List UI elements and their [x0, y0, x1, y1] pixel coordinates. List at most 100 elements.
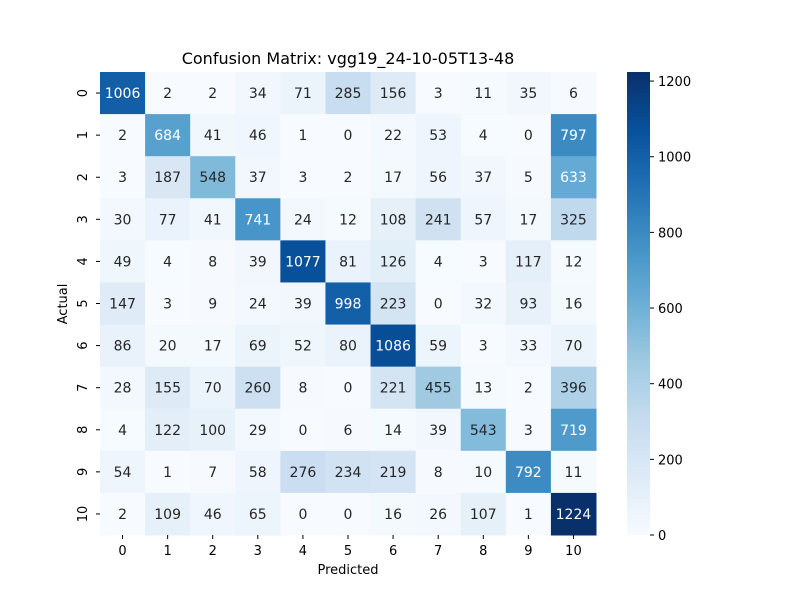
heatmap-cell [370, 408, 417, 452]
cell-value-label: 1077 [285, 254, 321, 270]
colorbar-tick-label: 1000 [658, 151, 691, 166]
x-tick-label: 9 [524, 544, 532, 559]
cell-value-label: 109 [154, 507, 181, 523]
x-tick-label: 5 [344, 544, 352, 559]
heatmap-cell [280, 324, 326, 368]
heatmap-cell [550, 156, 597, 199]
y-tick-label: 1 [76, 131, 91, 139]
heatmap-cell [280, 198, 326, 241]
heatmap-cell [370, 492, 417, 536]
heatmap-cell [505, 282, 552, 326]
cell-value-label: 455 [425, 381, 452, 397]
x-tick-label: 0 [118, 544, 126, 559]
heatmap-cell [145, 114, 191, 157]
cell-value-label: 3 [434, 86, 443, 102]
heatmap-cell [100, 450, 146, 494]
y-tick-label: 0 [76, 89, 91, 97]
cell-value-label: 46 [249, 128, 267, 144]
cell-value-label: 5 [524, 170, 533, 186]
heatmap-cell [280, 408, 326, 452]
y-tick-label: 9 [76, 468, 91, 476]
heatmap-cell [460, 282, 507, 326]
cell-value-label: 0 [298, 507, 307, 523]
cell-value-label: 797 [560, 128, 587, 144]
heatmap-cell [415, 408, 462, 452]
cell-value-label: 53 [429, 128, 447, 144]
heatmap-cell [190, 324, 236, 368]
x-axis-ticks: 0 1 2 3 4 5 6 7 8 9 10 [118, 535, 582, 559]
cell-value-label: 2 [118, 128, 127, 144]
heatmap-cell [190, 156, 236, 199]
cell-value-label: 1 [524, 507, 533, 523]
heatmap-cell [325, 282, 372, 326]
heatmap-cell [190, 366, 236, 410]
heatmap-cell [235, 198, 281, 241]
heatmap-cell [190, 282, 236, 326]
colorbar-tick-label: 600 [658, 302, 683, 317]
heatmap-cell [325, 240, 372, 283]
cell-value-label: 3 [479, 254, 488, 270]
heatmap-cell [550, 198, 597, 241]
cell-value-label: 49 [114, 254, 132, 270]
heatmap-cell [235, 408, 281, 452]
cell-value-label: 4 [163, 254, 172, 270]
cell-value-label: 4 [479, 128, 488, 144]
cell-value-label: 396 [560, 381, 587, 397]
heatmap-cell [325, 492, 372, 536]
cell-value-label: 39 [294, 297, 312, 313]
cell-value-label: 86 [114, 339, 132, 355]
colorbar-tick-label: 800 [658, 226, 683, 241]
heatmap-cell [460, 240, 507, 283]
heatmap-cell [460, 198, 507, 241]
x-tick-label: 8 [479, 544, 487, 559]
heatmap-cell [460, 492, 507, 536]
cell-value-label: 0 [434, 297, 443, 313]
heatmap-cell [190, 408, 236, 452]
heatmap-cell [460, 450, 507, 494]
y-tick-label: 5 [76, 299, 91, 307]
cell-value-label: 1224 [556, 507, 592, 523]
cell-value-label: 221 [380, 381, 407, 397]
cell-value-label: 12 [339, 212, 357, 228]
heatmap-cell [100, 156, 146, 199]
heatmap-cell [370, 240, 417, 283]
heatmap-cell [280, 450, 326, 494]
cell-value-label: 17 [519, 212, 537, 228]
cell-value-label: 70 [204, 381, 222, 397]
x-tick-label: 2 [209, 544, 217, 559]
heatmap-cell [370, 324, 417, 368]
cell-value-label: 107 [470, 507, 497, 523]
x-axis-label: Predicted [317, 563, 378, 578]
cell-value-label: 46 [204, 507, 222, 523]
cell-value-label: 1 [298, 128, 307, 144]
heatmap-cell [100, 240, 146, 283]
cell-value-label: 93 [519, 297, 537, 313]
heatmap-cell [100, 72, 146, 115]
cell-value-label: 0 [344, 381, 353, 397]
heatmap-cell [280, 282, 326, 326]
cell-value-label: 0 [344, 128, 353, 144]
heatmap-cell [100, 324, 146, 368]
heatmap-cell [145, 450, 191, 494]
cell-value-label: 77 [159, 212, 177, 228]
cell-value-label: 4 [434, 254, 443, 270]
heatmap-cell [505, 492, 552, 536]
cell-value-label: 16 [384, 507, 402, 523]
heatmap-cell [460, 366, 507, 410]
cell-value-label: 241 [425, 212, 452, 228]
heatmap-cell [100, 366, 146, 410]
cell-value-label: 100 [199, 423, 226, 439]
heatmap-cell [280, 492, 326, 536]
heatmap-cell [280, 114, 326, 157]
cell-value-label: 24 [294, 212, 312, 228]
y-tick-label: 3 [76, 215, 91, 223]
cell-value-label: 11 [565, 465, 583, 481]
cell-value-label: 117 [515, 254, 542, 270]
heatmap-cell [370, 282, 417, 326]
cell-value-label: 126 [380, 254, 407, 270]
heatmap-cell [505, 198, 552, 241]
cell-value-label: 65 [249, 507, 267, 523]
cell-value-label: 223 [380, 297, 407, 313]
cell-value-label: 28 [114, 381, 132, 397]
